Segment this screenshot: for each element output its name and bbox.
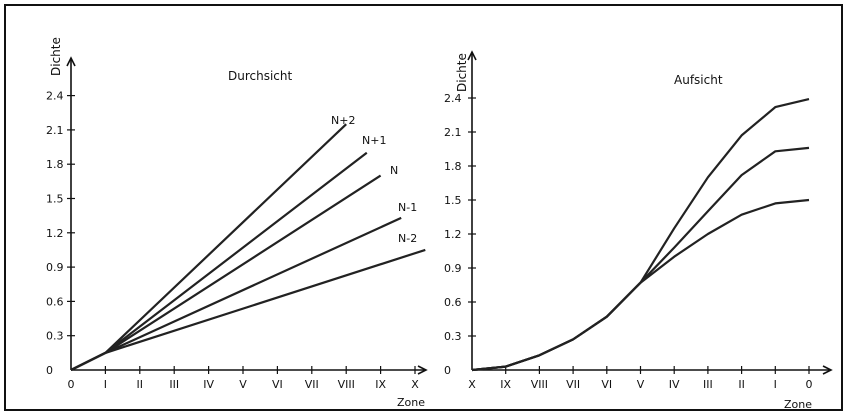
y-tick-label: 1.2 — [46, 227, 64, 240]
y-tick-label: 1.8 — [444, 160, 462, 173]
y-tick-label: 0.3 — [444, 330, 462, 343]
series-line — [70, 151, 368, 371]
y-axis-arrow — [467, 50, 477, 61]
density-charts: Durchsicht Dichte Zone 0 0.3 0.6 0.9 1.2 1.5 1… — [46, 37, 833, 411]
x-axis-arrow — [417, 365, 428, 375]
y-tick-label: 0.6 — [46, 295, 64, 308]
series-label: N-1 — [398, 201, 417, 214]
x-tick-label: VI — [272, 378, 283, 391]
y-tick-label: 0 — [444, 364, 451, 377]
x-tick-label: VIII — [338, 378, 355, 391]
x-tick-label: III — [703, 378, 713, 391]
x-tick-label: III — [169, 378, 179, 391]
x-tick-label: IV — [669, 378, 680, 391]
series-label: N-2 — [398, 232, 417, 245]
y-tick-label: 0.6 — [444, 296, 462, 309]
series-line — [471, 98, 810, 372]
x-tick-label: II — [137, 378, 144, 391]
series-label: N+2 — [331, 114, 355, 127]
x-tick-label: II — [738, 378, 745, 391]
series-line — [471, 198, 810, 372]
x-tick-label: VIII — [531, 378, 548, 391]
y-tick-label: 0.9 — [444, 262, 462, 275]
x-axis-arrow — [822, 365, 833, 375]
x-tick-label: X — [468, 378, 476, 391]
y-tick-label: 0.3 — [46, 330, 64, 343]
series-line — [70, 248, 426, 371]
x-axis-label: Zone — [784, 398, 812, 411]
x-tick-label: V — [637, 378, 645, 391]
x-tick-label: V — [239, 378, 247, 391]
figure-frame: Durchsicht Dichte Zone 0 0.3 0.6 0.9 1.2 1.5 1… — [4, 4, 843, 411]
x-tick-label: IX — [500, 378, 511, 391]
x-tick-label: IV — [203, 378, 214, 391]
x-tick-label: I — [104, 378, 107, 391]
x-tick-label: 0 — [806, 378, 813, 391]
x-tick-label: 0 — [68, 378, 75, 391]
x-tick-label: VII — [305, 378, 319, 391]
durchsicht-chart: Durchsicht Dichte Zone 0 0.3 0.6 0.9 1.2 1.5 1… — [46, 37, 428, 409]
y-axis-arrow — [66, 56, 76, 67]
y-tick-label: 2.4 — [46, 90, 64, 103]
series-line — [70, 123, 347, 371]
y-tick-label: 2.1 — [444, 126, 462, 139]
x-tick-label: VII — [566, 378, 580, 391]
x-tick-label: VI — [601, 378, 612, 391]
y-tick-label: 0.9 — [46, 261, 64, 274]
x-axis-label: Zone — [397, 396, 425, 409]
series-label: N — [390, 164, 398, 177]
aufsicht-chart: Aufsicht Dichte Zone 0 0.3 0.6 0.9 1.2 1.5 1.8… — [444, 50, 833, 411]
chart-title: Durchsicht — [228, 69, 293, 83]
y-tick-label: 0 — [46, 364, 53, 377]
y-tick-label: 1.2 — [444, 228, 462, 241]
x-tick-label: X — [411, 378, 419, 391]
y-tick-label: 2.1 — [46, 124, 64, 137]
y-axis-label: Dichte — [455, 53, 469, 92]
y-tick-label: 1.5 — [444, 194, 462, 207]
y-tick-label: 2.4 — [444, 92, 462, 105]
series-line — [471, 146, 810, 372]
y-tick-label: 1.5 — [46, 193, 64, 206]
y-axis-label: Dichte — [49, 37, 63, 76]
x-tick-label: I — [774, 378, 777, 391]
chart-title: Aufsicht — [674, 73, 723, 87]
series-label: N+1 — [362, 134, 386, 147]
y-tick-label: 1.8 — [46, 158, 64, 171]
x-tick-label: IX — [375, 378, 386, 391]
